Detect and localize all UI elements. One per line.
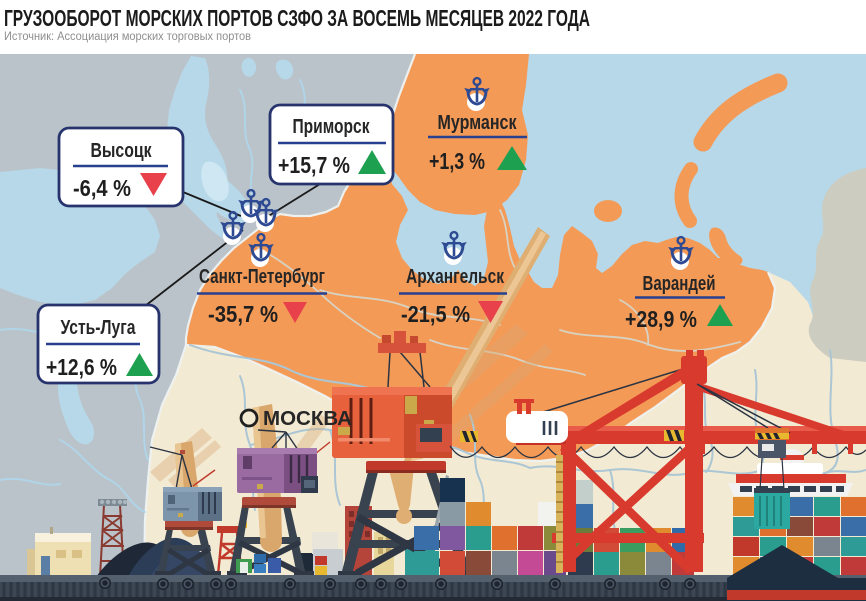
svg-text:Приморск: Приморск xyxy=(293,116,371,138)
svg-text:Санкт-Петербург: Санкт-Петербург xyxy=(199,266,325,288)
svg-text:+28,9 %: +28,9 % xyxy=(625,306,697,332)
svg-text:Варандей: Варандей xyxy=(643,273,716,295)
svg-text:Архангельск: Архангельск xyxy=(406,266,505,288)
svg-text:Усть-Луга: Усть-Луга xyxy=(61,317,137,339)
svg-text:Высоцк: Высоцк xyxy=(91,140,153,162)
svg-text:МОСКВА: МОСКВА xyxy=(263,408,352,430)
svg-text:+1,3 %: +1,3 % xyxy=(429,148,485,174)
svg-text:Мурманск: Мурманск xyxy=(438,112,518,134)
svg-text:Источник: Ассоциация морских т: Источник: Ассоциация морских торговых по… xyxy=(4,31,251,43)
svg-text:-35,7 %: -35,7 % xyxy=(208,301,278,327)
svg-text:-6,4 %: -6,4 % xyxy=(73,175,131,201)
svg-text:ГРУЗООБОРОТ МОРСКИХ ПОРТОВ СЗФ: ГРУЗООБОРОТ МОРСКИХ ПОРТОВ СЗФО ЗА ВОСЕМ… xyxy=(4,5,590,31)
svg-text:-21,5 %: -21,5 % xyxy=(401,301,470,327)
svg-text:+12,6 %: +12,6 % xyxy=(46,354,117,380)
svg-text:+15,7 %: +15,7 % xyxy=(278,152,350,178)
